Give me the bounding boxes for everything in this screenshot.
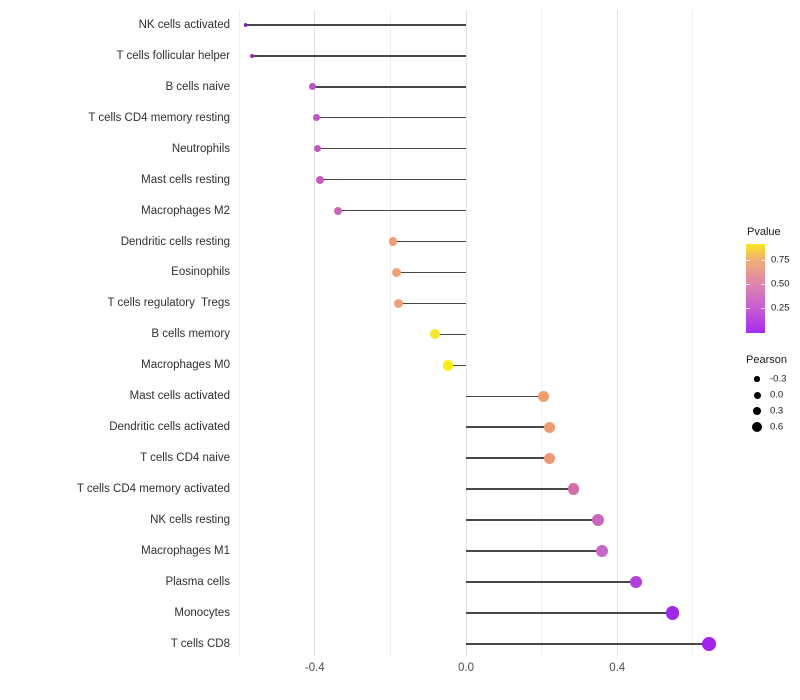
colorbar-tick-mark: [761, 284, 765, 286]
category-label: Neutrophils: [171, 142, 230, 155]
x-axis-tick-label: 0.0: [458, 662, 474, 674]
lollipop-stem: [338, 209, 466, 212]
colorbar-tick-mark: [746, 260, 750, 262]
lollipop-stem: [398, 302, 466, 305]
x-axis-tick-label: 0.4: [609, 662, 626, 674]
data-point: [537, 390, 549, 402]
data-point: [629, 575, 643, 589]
pvalue-tick-label: 0.25: [771, 302, 790, 314]
lollipop-stem: [466, 643, 709, 645]
category-label: Monocytes: [174, 607, 230, 620]
category-label: B cells memory: [151, 328, 230, 341]
data-point: [394, 298, 404, 308]
gridline-minor: [389, 10, 391, 656]
lollipop-stem: [316, 116, 466, 119]
category-label: Macrophages M0: [141, 359, 230, 372]
category-label: T cells CD4 naive: [140, 452, 230, 465]
lollipop-stem: [466, 519, 599, 521]
category-label: NK cells resting: [150, 514, 230, 527]
data-point: [249, 53, 255, 58]
colorbar-tick-mark: [761, 260, 765, 262]
pearson-size-circle: [752, 422, 762, 432]
pearson-size-label: 0.6: [770, 421, 784, 433]
lollipop-stem: [245, 24, 466, 26]
category-label: Dendritic cells resting: [120, 235, 230, 248]
data-point: [543, 421, 555, 433]
pearson-size-circle: [753, 391, 761, 399]
colorbar-tick-mark: [746, 284, 750, 286]
pearson-size-circle: [754, 376, 760, 382]
data-point: [430, 329, 440, 340]
gridline-major: [616, 10, 618, 656]
category-label: B cells naive: [165, 80, 230, 93]
data-point: [443, 360, 454, 371]
data-point: [596, 545, 609, 558]
data-point: [567, 483, 580, 495]
category-label: T cells follicular helper: [116, 49, 230, 62]
lollipop-stem: [466, 581, 637, 583]
lollipop-stem: [317, 147, 466, 150]
data-point: [243, 23, 248, 27]
gridline-minor: [692, 10, 694, 656]
data-point: [665, 606, 680, 620]
lollipop-stem: [466, 426, 550, 429]
category-label: Eosinophils: [171, 266, 230, 279]
category-label: T cells CD8: [170, 638, 230, 650]
data-point: [313, 144, 322, 153]
colorbar-tick-mark: [761, 308, 765, 310]
data-point: [334, 206, 343, 215]
pvalue-colorbar: [746, 244, 765, 333]
data-point: [309, 83, 317, 91]
gridline-minor: [541, 10, 543, 656]
lollipop-stem: [396, 271, 466, 274]
category-label: Dendritic cells activated: [109, 421, 230, 434]
category-label: Macrophages M1: [141, 545, 230, 558]
data-point: [592, 514, 605, 527]
lollipop-stem: [312, 85, 466, 88]
data-point: [543, 452, 555, 464]
data-point: [388, 237, 398, 246]
category-label: Plasma cells: [165, 576, 230, 589]
lollipop-stem: [466, 550, 603, 552]
category-label: T cells CD4 memory resting: [88, 111, 230, 124]
data-point: [391, 267, 401, 277]
pearson-legend-title: Pearson: [746, 354, 787, 366]
gridline-major: [465, 10, 467, 656]
pearson-size-label: 0.0: [770, 389, 784, 401]
category-label: Macrophages M2: [141, 204, 230, 217]
pvalue-tick-label: 0.50: [771, 278, 790, 290]
category-label: Mast cells activated: [129, 390, 230, 403]
lollipop-stem: [393, 240, 466, 243]
lollipop-stem: [320, 178, 466, 181]
pvalue-legend-title: Pvalue: [747, 226, 781, 238]
pearson-size-label: -0.3: [770, 373, 787, 385]
pearson-size-circle: [752, 406, 762, 416]
lollipop-stem: [466, 457, 550, 460]
pvalue-tick-label: 0.75: [771, 254, 790, 266]
data-point: [701, 637, 716, 651]
lollipop-stem: [466, 488, 574, 490]
lollipop-stem: [252, 54, 466, 57]
lollipop-stem: [466, 612, 673, 614]
gridline-major: [314, 10, 316, 656]
pearson-size-label: 0.3: [770, 405, 784, 417]
lollipop-stem: [466, 395, 544, 398]
category-label: T cells regulatory Tregs: [107, 297, 230, 310]
colorbar-tick-mark: [746, 308, 750, 310]
category-label: NK cells activated: [138, 18, 230, 31]
category-label: T cells CD4 memory activated: [76, 483, 230, 496]
data-point: [316, 175, 325, 184]
lollipop-stem: [448, 364, 466, 367]
gridline-minor: [238, 10, 240, 656]
lollipop-stem: [435, 333, 466, 336]
data-point: [312, 114, 320, 122]
x-axis-tick-label: -0.4: [304, 662, 325, 674]
category-label: Mast cells resting: [141, 173, 230, 186]
